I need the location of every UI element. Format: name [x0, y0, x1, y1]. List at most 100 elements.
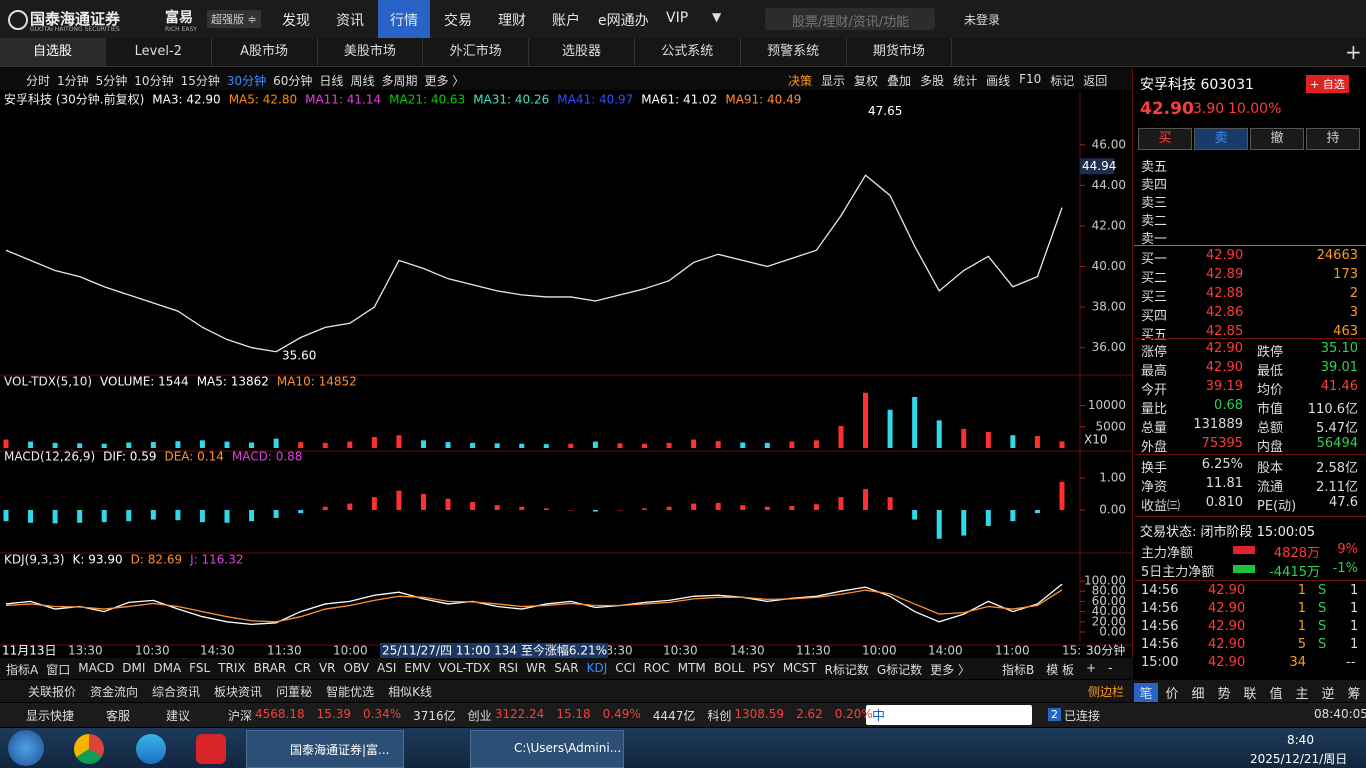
menu-item[interactable]: 交易 — [444, 13, 472, 29]
indicator-tab[interactable]: PSY — [752, 661, 775, 675]
tab[interactable]: 预警系统 — [741, 38, 847, 66]
tool[interactable]: 多股 — [920, 74, 945, 88]
indicator-tab[interactable]: 窗口 — [46, 663, 71, 677]
tool[interactable]: F10 — [1019, 72, 1042, 86]
indicator-right[interactable]: - — [1108, 661, 1113, 675]
quote-tab[interactable]: 筹 — [1347, 687, 1361, 702]
menu-item[interactable]: 行情 — [390, 13, 418, 29]
start-button[interactable] — [8, 730, 44, 766]
info-tab[interactable]: 相似K线 — [388, 685, 432, 699]
period[interactable]: 更多 〉 — [424, 74, 465, 88]
menu-item[interactable]: e网通办 — [598, 13, 649, 29]
status-link[interactable]: 建议 — [166, 709, 191, 723]
indicator-tab[interactable]: MTM — [677, 661, 706, 675]
indicator-tab[interactable]: 更多 〉 — [930, 663, 970, 677]
tool[interactable]: 标记 — [1050, 74, 1075, 88]
tab[interactable]: 公式系统 — [635, 38, 741, 66]
indicator-tab[interactable]: DMA — [153, 661, 182, 675]
indicator-tab[interactable]: G标记数 — [876, 663, 923, 677]
tool[interactable]: 返回 — [1083, 74, 1108, 88]
tool[interactable]: 复权 — [854, 74, 879, 88]
tool[interactable]: 显示 — [821, 74, 846, 88]
indicator-tab[interactable]: VR — [318, 661, 336, 675]
info-tab[interactable]: 综合资讯 — [152, 685, 201, 699]
info-tab[interactable]: 关联报价 — [28, 685, 77, 699]
period[interactable]: 15分钟 — [180, 74, 220, 88]
tool[interactable]: 统计 — [953, 74, 978, 88]
indicator-tab[interactable]: OBV — [343, 661, 370, 675]
task-title[interactable]: C:\Users\Admini... — [514, 741, 622, 755]
tab[interactable]: A股市场 — [212, 38, 318, 66]
indicator-tab[interactable]: ROC — [643, 661, 670, 675]
info-tab[interactable]: 问董秘 — [276, 685, 313, 699]
indicator-tab[interactable]: 指标A — [6, 663, 39, 677]
quote-tab[interactable]: 价 — [1165, 687, 1179, 702]
indicator-tab[interactable]: RSI — [498, 661, 519, 675]
indicator-tab[interactable]: EMV — [404, 661, 431, 675]
status-link[interactable]: 客服 — [106, 709, 131, 723]
indicator-tab[interactable]: SAR — [554, 661, 579, 675]
trade-button[interactable]: 买 — [1138, 128, 1192, 150]
menu-item[interactable]: 理财 — [498, 13, 526, 29]
indicator-tab[interactable]: FSL — [189, 661, 211, 675]
period[interactable]: 分时 — [26, 74, 51, 88]
quote-tab[interactable]: 主 — [1295, 687, 1309, 702]
tool[interactable]: 画线 — [986, 74, 1011, 88]
login[interactable]: 未登录 — [964, 13, 1001, 27]
add-watch[interactable]: + 自选 — [1306, 75, 1349, 93]
quote-tab[interactable]: 细 — [1191, 687, 1205, 702]
indicator-tab[interactable]: VOL-TDX — [438, 661, 491, 675]
indicator-tab[interactable]: KDJ — [586, 661, 608, 675]
period[interactable]: 5分钟 — [95, 74, 128, 88]
indicator-tab[interactable]: DMI — [122, 661, 146, 675]
menu-item[interactable]: 账户 — [552, 13, 580, 29]
indicator-tab[interactable]: MACD — [78, 661, 115, 675]
info-tab[interactable]: 资金流向 — [90, 685, 139, 699]
period[interactable]: 多周期 — [381, 74, 418, 88]
info-tab[interactable]: 智能优选 — [326, 685, 375, 699]
menu-item[interactable]: VIP — [666, 10, 689, 26]
period[interactable]: 10分钟 — [134, 74, 174, 88]
trade-button[interactable]: 撤 — [1250, 128, 1304, 150]
period[interactable]: 日线 — [319, 74, 344, 88]
indicator-tab[interactable]: R标记数 — [824, 663, 869, 677]
indicator-tab[interactable]: WR — [526, 661, 547, 675]
quote-tab[interactable]: 联 — [1243, 687, 1257, 702]
search-box[interactable] — [765, 8, 935, 30]
indicator-tab[interactable]: CR — [294, 661, 311, 675]
tool[interactable]: 决策 — [788, 74, 813, 88]
edge-icon[interactable] — [136, 734, 166, 764]
tab[interactable]: 期货市场 — [846, 38, 953, 66]
indicator-tab[interactable]: MCST — [782, 661, 817, 675]
menu-item[interactable]: 发现 — [282, 13, 310, 29]
tool[interactable]: 叠加 — [887, 74, 912, 88]
indicator-right[interactable]: 指标B — [1002, 663, 1035, 677]
quote-tab[interactable]: 笔 — [1134, 683, 1158, 702]
app-icon[interactable] — [196, 734, 226, 764]
quote-tab[interactable]: 值 — [1269, 687, 1283, 702]
tab[interactable]: 美股市场 — [317, 38, 424, 66]
tab[interactable]: 自选股 — [0, 38, 106, 66]
indicator-right[interactable]: 模 板 — [1046, 663, 1075, 677]
period[interactable]: 周线 — [350, 74, 375, 88]
menu-item[interactable]: 资讯 — [336, 13, 364, 29]
indicator-right[interactable]: + — [1086, 661, 1097, 675]
period[interactable]: 60分钟 — [273, 74, 313, 88]
status-link[interactable]: 显示快捷 — [26, 709, 75, 723]
indicator-tab[interactable]: TRIX — [218, 661, 246, 675]
tab[interactable]: Level-2 — [106, 38, 212, 66]
chrome-icon[interactable] — [74, 734, 104, 764]
period[interactable]: 30分钟 — [226, 74, 267, 88]
trade-button[interactable]: 持 — [1306, 128, 1360, 150]
trade-button[interactable]: 卖 — [1194, 128, 1248, 150]
tab[interactable]: 外汇市场 — [423, 38, 530, 66]
tab[interactable]: 选股器 — [529, 38, 635, 66]
period[interactable]: 1分钟 — [57, 74, 89, 88]
quote-tab[interactable]: 势 — [1217, 687, 1231, 702]
indicator-tab[interactable]: BOLL — [713, 661, 745, 675]
task-title[interactable]: 国泰海通证券|富... — [290, 743, 390, 757]
indicator-tab[interactable]: ASI — [377, 661, 397, 675]
info-tab[interactable]: 板块资讯 — [214, 685, 263, 699]
sidebar[interactable]: 侧边栏 — [1088, 685, 1125, 699]
quote-tab[interactable]: 逆 — [1321, 687, 1335, 702]
